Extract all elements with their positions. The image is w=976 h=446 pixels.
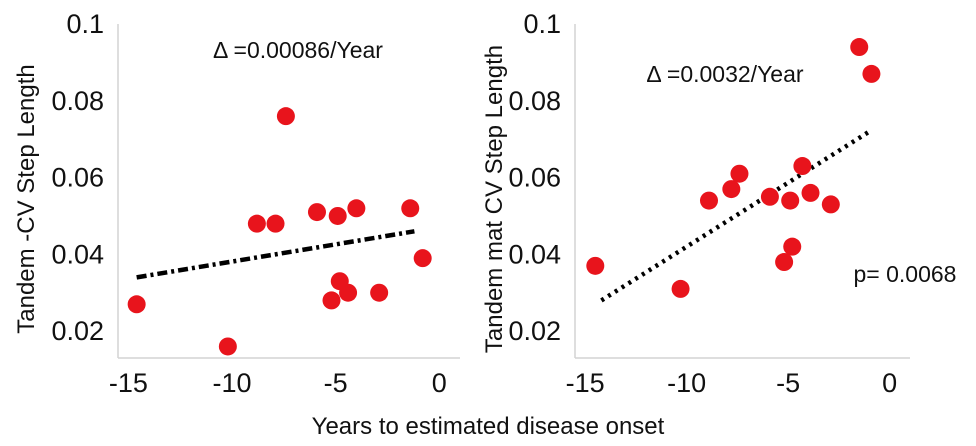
p-value-annotation: p= 0.0068 [854,261,957,287]
y-tick-label: 0.1 [66,9,104,39]
y-tick-label: 0.08 [51,86,104,116]
shared-x-axis-label: Years to estimated disease onset [312,413,665,440]
data-point [700,191,718,210]
data-point [801,183,820,202]
x-tick-label: -5 [776,368,800,398]
x-tick-label: 0 [882,368,897,398]
data-point [401,199,420,218]
x-tick-label: -10 [212,368,251,398]
data-point [730,164,749,183]
y-axis-label: Tandem -CV Step Length [13,64,40,334]
data-point [783,237,802,256]
data-point [328,206,347,225]
x-tick-label: -10 [667,368,706,398]
x-tick-label: 0 [432,368,447,398]
y-tick-label: 0.06 [51,163,104,193]
slope-annotation: Δ =0.0032/Year [646,61,803,87]
y-tick-label: 0.06 [508,163,561,193]
data-point [307,203,326,222]
data-point [586,256,605,275]
data-point [247,214,266,233]
data-point [266,214,285,233]
y-tick-label: 0.08 [508,86,561,116]
data-point [322,291,341,310]
data-point [775,253,794,272]
x-tick-label: -15 [566,368,605,398]
trendline [136,229,415,280]
data-point [821,195,840,214]
data-point [781,191,800,210]
data-point [347,199,366,218]
data-point [722,180,741,199]
y-tick-label: 0.1 [523,9,561,39]
trendline [600,129,871,303]
y-axis-label: Tandem mat CV Step Length [481,45,508,353]
y-tick-label: 0.04 [51,239,104,269]
data-point [218,337,237,356]
left-scatter-panel: 0.02 0.04 0.06 0.08 0.1 -15 -10 -5 0 Tandem -CV S… [13,9,460,398]
y-tick-label: 0.02 [51,316,104,346]
data-point [760,187,779,206]
data-point [850,38,869,57]
data-point [370,283,389,302]
right-scatter-panel: 0.02 0.04 0.06 0.08 0.1 -15 -10 -5 0 Tandem mat C… [481,9,956,398]
slope-annotation: Δ =0.00086/Year [213,37,383,63]
data-point [276,107,295,126]
data-point [671,279,690,298]
data-point [862,64,881,83]
data-point [127,295,146,314]
x-tick-label: -5 [324,368,348,398]
data-point [793,157,812,176]
data-point [413,249,432,268]
x-tick-label: -15 [109,368,148,398]
y-tick-label: 0.04 [508,239,561,269]
data-point [339,283,358,302]
y-tick-label: 0.02 [508,316,561,346]
